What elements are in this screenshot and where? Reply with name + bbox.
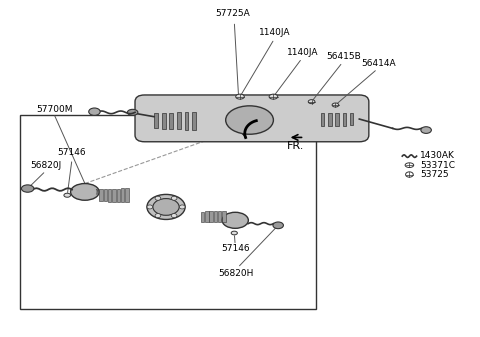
Ellipse shape [273, 222, 283, 229]
Ellipse shape [71, 184, 99, 200]
Bar [154, 113, 158, 128]
Bar [169, 113, 173, 129]
Bar [117, 189, 120, 202]
Ellipse shape [405, 163, 414, 167]
Text: 1140JA: 1140JA [287, 48, 319, 57]
Bar [185, 112, 189, 129]
Bar [222, 211, 226, 222]
Bar [177, 112, 181, 129]
Circle shape [180, 205, 185, 209]
Text: 1140JA: 1140JA [259, 28, 290, 37]
Text: 1430AK: 1430AK [420, 151, 455, 160]
Circle shape [171, 196, 177, 200]
Ellipse shape [222, 212, 248, 228]
Ellipse shape [332, 103, 339, 107]
Text: 57146: 57146 [58, 149, 86, 157]
Bar [321, 113, 324, 126]
Ellipse shape [22, 185, 34, 192]
Bar [201, 212, 204, 222]
Ellipse shape [89, 108, 100, 115]
Ellipse shape [127, 109, 138, 115]
Text: 53371C: 53371C [420, 161, 455, 170]
Text: 53725: 53725 [420, 170, 448, 179]
Circle shape [147, 205, 153, 209]
Ellipse shape [269, 94, 278, 99]
Bar [99, 189, 103, 201]
Text: 56820J: 56820J [30, 160, 61, 170]
Bar [112, 189, 116, 202]
Bar [328, 113, 332, 126]
Ellipse shape [153, 198, 179, 215]
Circle shape [171, 214, 177, 218]
Bar [108, 189, 111, 202]
Bar [343, 113, 346, 126]
Circle shape [155, 214, 161, 218]
Text: 56414A: 56414A [361, 59, 396, 67]
Bar [162, 113, 166, 128]
Ellipse shape [64, 193, 71, 197]
FancyBboxPatch shape [135, 95, 369, 142]
Bar [125, 188, 129, 202]
Text: 56415B: 56415B [326, 52, 361, 61]
Text: 57146: 57146 [221, 244, 250, 253]
Bar [21, 115, 316, 309]
Bar [336, 113, 339, 126]
Ellipse shape [231, 231, 238, 235]
Circle shape [155, 196, 161, 200]
Text: FR.: FR. [287, 141, 304, 151]
Bar [192, 112, 196, 130]
Bar [205, 211, 208, 222]
Ellipse shape [236, 94, 244, 99]
Ellipse shape [226, 106, 274, 134]
Bar [218, 211, 221, 222]
Ellipse shape [308, 100, 315, 104]
Text: 56820H: 56820H [218, 270, 254, 278]
Bar [350, 113, 353, 125]
Bar [209, 211, 213, 222]
Bar [121, 188, 124, 202]
Text: 57700M: 57700M [36, 105, 73, 114]
Bar [214, 211, 217, 222]
Ellipse shape [421, 127, 432, 133]
Ellipse shape [147, 194, 185, 219]
Circle shape [406, 172, 413, 177]
Bar [104, 189, 107, 202]
Text: 57725A: 57725A [216, 9, 250, 18]
